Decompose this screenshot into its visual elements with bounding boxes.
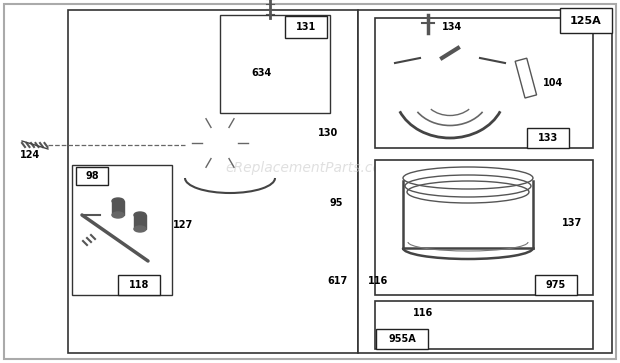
Text: 134: 134 (442, 22, 463, 32)
Bar (527, 128, 569, 148)
Text: 975: 975 (546, 280, 566, 290)
Bar (76, 167, 108, 185)
Text: 95: 95 (330, 198, 343, 208)
Bar (535, 275, 577, 295)
Bar (112, 201, 124, 215)
Text: 104: 104 (543, 78, 563, 88)
Text: 124: 124 (20, 150, 40, 160)
Bar (515, 58, 536, 98)
Text: 133: 133 (538, 133, 558, 143)
Text: 634: 634 (252, 68, 272, 78)
Text: 130: 130 (318, 128, 339, 138)
Bar (375, 160, 593, 295)
Bar (376, 329, 428, 349)
Bar (375, 301, 593, 349)
Bar (118, 275, 160, 295)
Text: 118: 118 (129, 280, 149, 290)
Text: 617: 617 (328, 276, 348, 286)
Text: 98: 98 (85, 171, 99, 181)
Ellipse shape (112, 198, 124, 204)
Bar (285, 16, 327, 38)
Ellipse shape (134, 212, 146, 218)
Text: eReplacementParts.com: eReplacementParts.com (225, 161, 395, 175)
Text: 955A: 955A (388, 334, 416, 344)
Bar (68, 10, 358, 353)
Ellipse shape (112, 212, 124, 218)
Bar (560, 8, 612, 33)
Text: 131: 131 (296, 22, 316, 32)
Bar (375, 18, 593, 148)
Text: 125A: 125A (570, 16, 602, 25)
Bar (220, 15, 330, 113)
Bar (72, 165, 172, 295)
Ellipse shape (134, 226, 146, 232)
Bar (134, 215, 146, 229)
Text: 116: 116 (413, 308, 433, 318)
Text: 137: 137 (562, 218, 582, 228)
Bar (358, 10, 612, 353)
Text: 116: 116 (368, 276, 388, 286)
Text: 127: 127 (173, 220, 193, 230)
